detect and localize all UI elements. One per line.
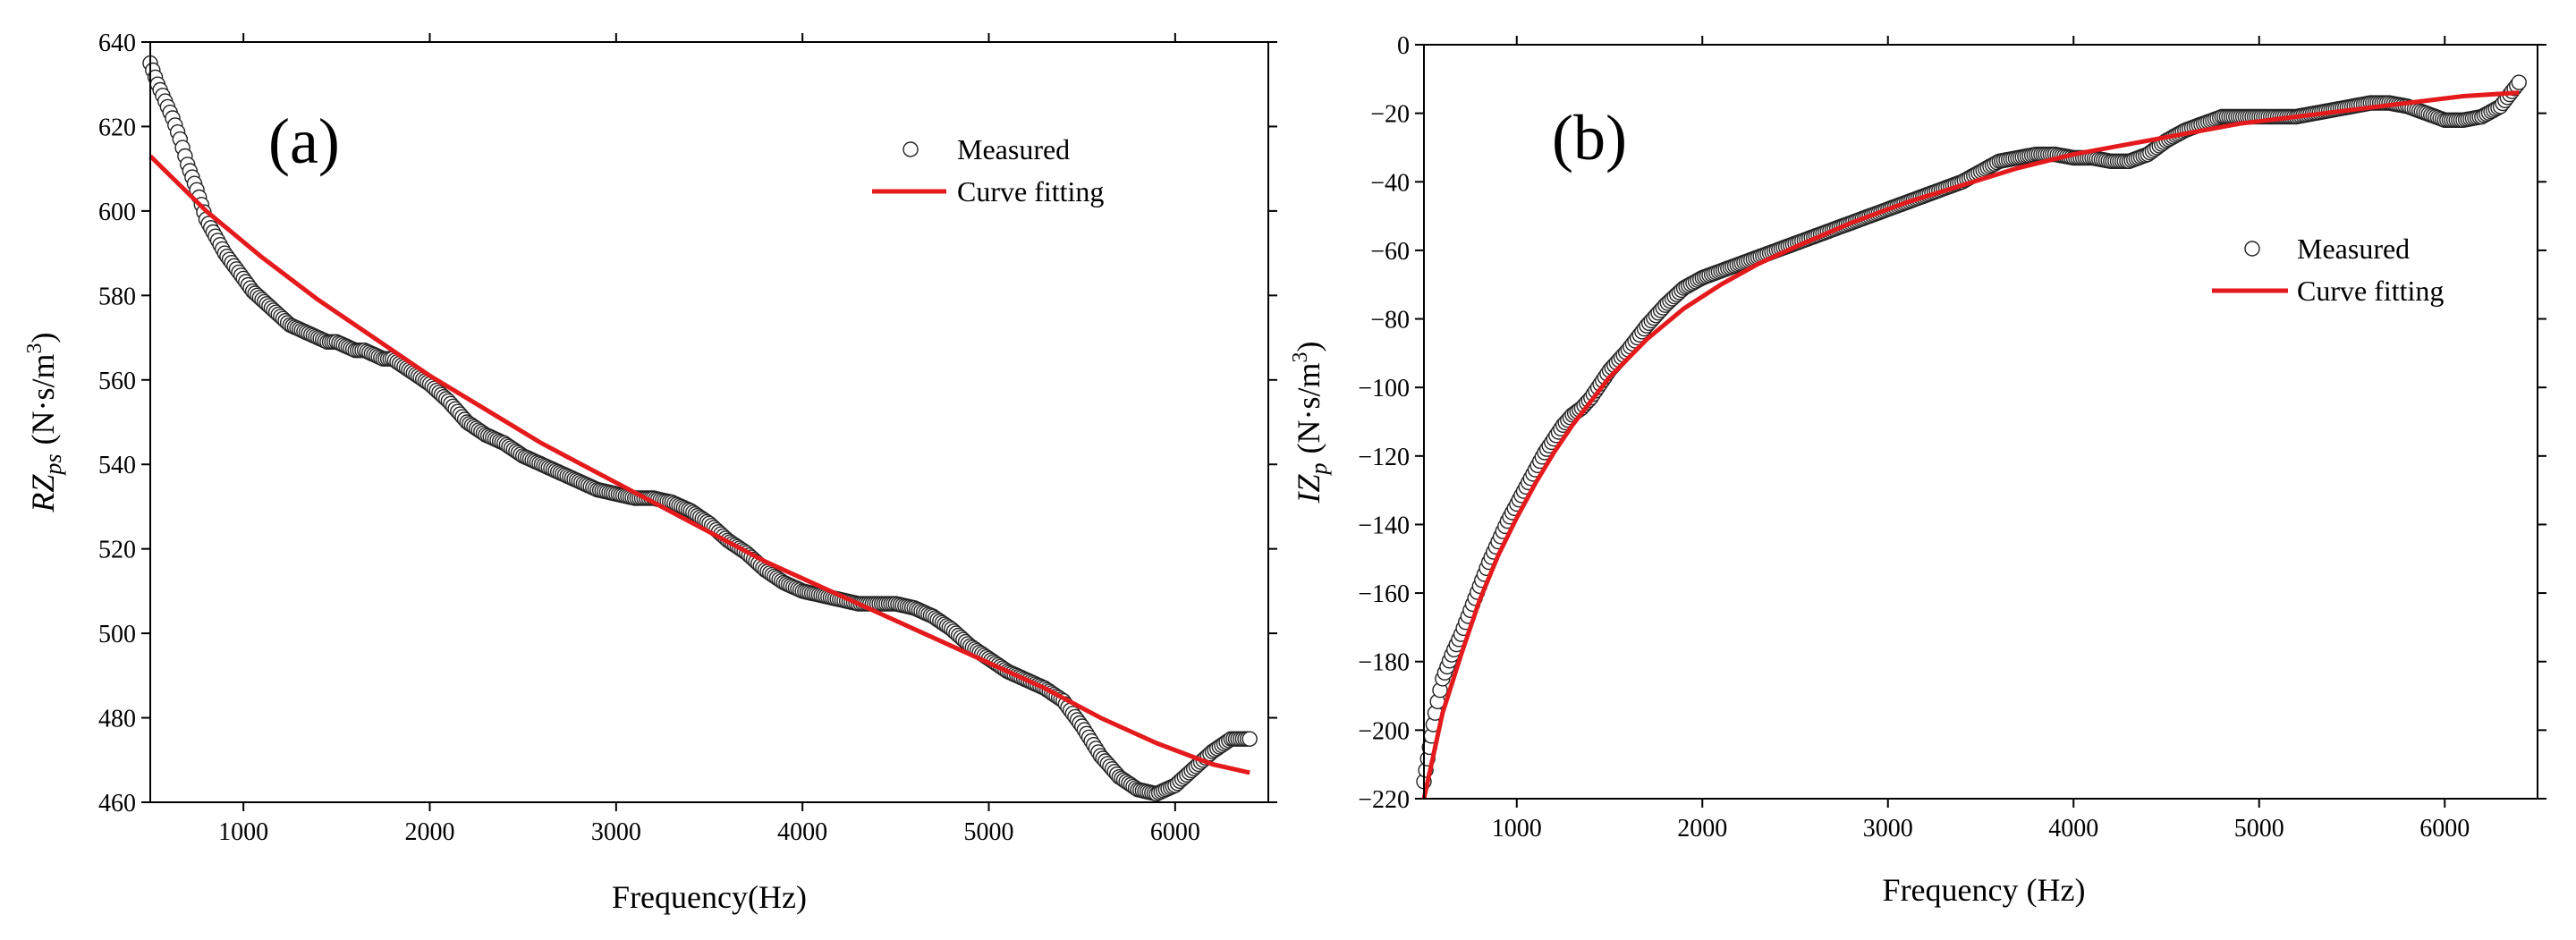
panel-b-x-tick-label: 6000 bbox=[2419, 815, 2470, 843]
panel-a-y-axis-unit-sup: 3 bbox=[23, 343, 47, 353]
panel-a-y-tick-label: 520 bbox=[98, 537, 136, 564]
panel-a-y-axis-unit: (N·s/m bbox=[25, 353, 61, 445]
panel-b-y-tick-label: −80 bbox=[1370, 307, 1410, 335]
panel-b-y-tick-label: −60 bbox=[1370, 238, 1410, 266]
panel-b-y-tick-label: −100 bbox=[1358, 375, 1410, 402]
panel-a-data bbox=[142, 55, 1258, 802]
panel-b-y-tick-label: −200 bbox=[1358, 717, 1410, 745]
panel-a-y-tick-label: 560 bbox=[98, 368, 136, 395]
panel-b-data bbox=[1416, 74, 2527, 800]
panel-b-x-axis-title: Frequency (Hz) bbox=[1883, 872, 2086, 908]
panel-a-x-tick-label: 6000 bbox=[1150, 818, 1200, 846]
panel-b-y-axis-unit-sup: 3 bbox=[1289, 351, 1312, 362]
panel-a-y-tick-label: 500 bbox=[98, 621, 136, 648]
panel-a-x-tick-label: 4000 bbox=[777, 818, 827, 846]
panel-a-frame bbox=[149, 41, 1269, 803]
panel-b-chart: 1000 2000 3000 4000 5000 6000−220−200−180−160… bbox=[1289, 32, 2546, 908]
panel-a-x-axis-title: Frequency(Hz) bbox=[612, 879, 807, 915]
panel-a-label: (a) bbox=[268, 106, 340, 177]
panel-a-y-tick-label: 600 bbox=[98, 199, 136, 226]
panel-a-y-tick-label: 540 bbox=[98, 452, 136, 479]
panel-a-y-tick-label: 460 bbox=[98, 790, 136, 817]
panel-b-y-axis-title: IZp (N·s/m3) bbox=[1289, 341, 1332, 504]
panel-a-x-tick-label: 1000 bbox=[218, 818, 268, 846]
panel-b-x-tick-label: 2000 bbox=[1677, 815, 1727, 843]
panel-a-x-tick-label: 3000 bbox=[591, 818, 641, 846]
panel-b-y-tick-label: −180 bbox=[1358, 649, 1410, 677]
panel-b-measured-point bbox=[2511, 74, 2527, 90]
panel-a-legend-fit-label: Curve fitting bbox=[957, 175, 1104, 207]
panel-a-y-tick-label: 620 bbox=[98, 114, 136, 141]
panel-a-legend: Measured Curve fitting bbox=[872, 133, 1104, 207]
panel-a-y-tick-label: 480 bbox=[98, 706, 136, 733]
panel-a-curve-fitting-line bbox=[148, 154, 1250, 775]
panel-a-ticks: 1000 2000 3000 4000 5000 6000 460 480 500 520 540 5… bbox=[98, 30, 1277, 846]
panel-a-y-axis-unit-end: ) bbox=[25, 332, 61, 343]
panel-b-legend-measured-label: Measured bbox=[2297, 233, 2410, 265]
panel-b-label: (b) bbox=[1552, 102, 1627, 174]
panel-b-y-axis-main: IZ bbox=[1291, 474, 1326, 504]
panel-a-x-tick-label: 2000 bbox=[405, 818, 455, 846]
panel-b-y-tick-label: −220 bbox=[1358, 786, 1410, 814]
panel-a-y-axis-main: RZ bbox=[25, 474, 61, 513]
panel-b-x-tick-label: 5000 bbox=[2234, 815, 2284, 843]
panel-a-y-axis-sub: ps bbox=[40, 453, 66, 476]
panel-a-measured-point bbox=[1241, 731, 1258, 747]
panel-a-y-tick-label: 580 bbox=[98, 283, 136, 310]
panel-b-y-axis-unit: (N·s/m bbox=[1291, 362, 1326, 453]
panel-a-x-tick-label: 5000 bbox=[964, 818, 1014, 846]
panel-b-y-axis-unit-end: ) bbox=[1291, 341, 1326, 351]
panel-b-x-tick-label: 1000 bbox=[1492, 815, 1542, 843]
panel-b-x-tick-label: 4000 bbox=[2048, 815, 2098, 843]
panel-b-y-tick-label: −40 bbox=[1370, 169, 1410, 197]
panel-b-frame bbox=[1423, 44, 2538, 800]
panel-b-y-tick-label: −140 bbox=[1358, 512, 1410, 539]
panel-a-chart: 1000 2000 3000 4000 5000 6000 460 480 500 520 540 5… bbox=[23, 30, 1277, 915]
panel-a-legend-measured-label: Measured bbox=[957, 133, 1070, 165]
panel-a-y-tick-label: 640 bbox=[98, 30, 136, 57]
panel-a-y-axis-title: RZps (N·s/m3) bbox=[23, 332, 66, 512]
panel-b-y-tick-label: −120 bbox=[1358, 444, 1410, 471]
panel-b-y-tick-label: −160 bbox=[1358, 580, 1410, 608]
panel-b-ticks: 1000 2000 3000 4000 5000 6000−220−200−180−160… bbox=[1358, 32, 2546, 843]
panel-b-x-tick-label: 3000 bbox=[1863, 815, 1913, 843]
panel-b-legend-measured-marker bbox=[2244, 241, 2260, 257]
panel-b-legend-fit-label: Curve fitting bbox=[2297, 275, 2444, 307]
panel-a-legend-measured-marker bbox=[902, 141, 919, 157]
panel-b-y-tick-label: 0 bbox=[1397, 32, 1410, 60]
panel-b-curve-fitting-line bbox=[1421, 90, 2520, 800]
panel-b-y-axis-sub: p bbox=[1306, 462, 1332, 476]
panel-b-y-tick-label: −20 bbox=[1370, 101, 1410, 129]
panel-b-legend: Measured Curve fitting bbox=[2212, 233, 2444, 307]
